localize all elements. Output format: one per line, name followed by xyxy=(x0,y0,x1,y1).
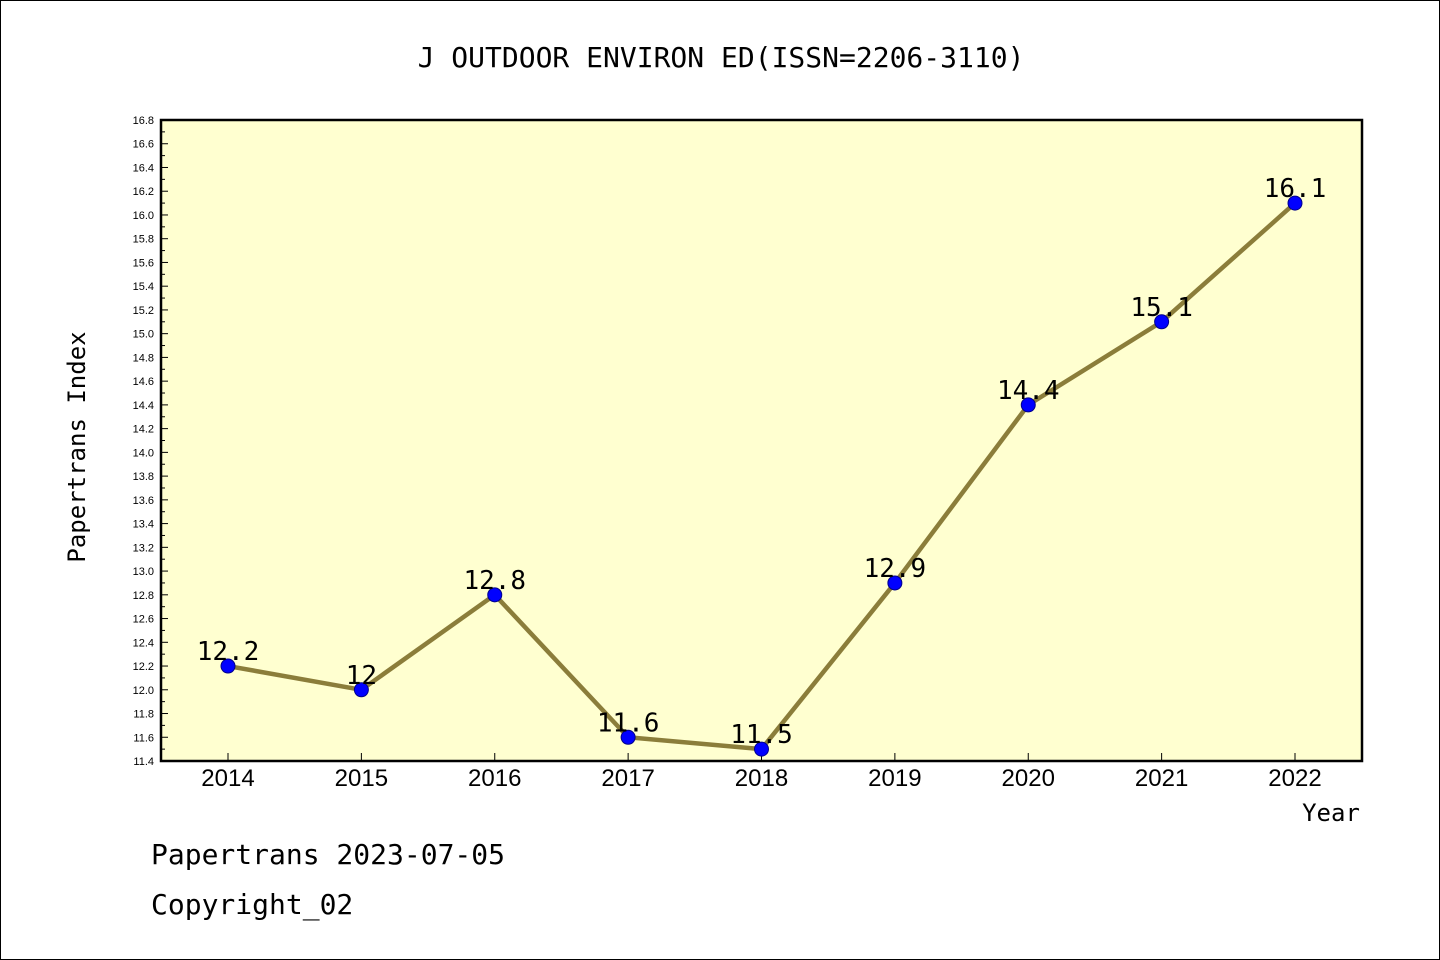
y-tick-label: 15.2 xyxy=(133,305,154,317)
data-point-label: 12.2 xyxy=(197,637,260,667)
x-tick-label: 2018 xyxy=(735,765,788,792)
y-tick-label: 13.0 xyxy=(133,566,154,578)
data-point-marker xyxy=(487,587,503,603)
y-tick-label: 12.0 xyxy=(133,685,154,697)
y-tick-label: 13.2 xyxy=(133,542,154,554)
x-tick-label: 2017 xyxy=(601,765,654,792)
y-tick-label: 12.2 xyxy=(133,661,154,673)
y-tick-label: 11.6 xyxy=(133,732,154,744)
y-tick-label: 16.8 xyxy=(133,115,154,127)
data-point-marker xyxy=(1154,314,1170,330)
y-tick-label: 15.6 xyxy=(133,257,154,269)
chart-title: J OUTDOOR ENVIRON ED(ISSN=2206-3110) xyxy=(418,41,1025,74)
y-tick-label: 11.8 xyxy=(133,709,154,721)
x-tick-label: 2016 xyxy=(468,765,521,792)
y-axis-label: Papertrans Index xyxy=(63,331,91,562)
y-tick-label: 15.4 xyxy=(133,281,154,293)
x-tick-label: 2014 xyxy=(201,765,254,792)
y-tick-label: 13.4 xyxy=(133,519,154,531)
y-tick-label: 16.4 xyxy=(133,162,154,174)
data-point-label: 11.6 xyxy=(597,708,660,738)
y-tick-label: 12.4 xyxy=(133,637,154,649)
data-point-label: 14.4 xyxy=(997,376,1060,406)
footer-copyright: Copyright_02 xyxy=(151,888,353,922)
data-point-label: 12.9 xyxy=(864,554,927,584)
data-point-label: 12 xyxy=(346,661,377,691)
data-points xyxy=(220,195,1303,757)
data-point-label: 15.1 xyxy=(1130,293,1193,323)
data-point-marker xyxy=(1287,195,1303,211)
data-point-label: 12.8 xyxy=(463,566,526,596)
y-tick-label: 13.6 xyxy=(133,495,154,507)
footer-date: Papertrans 2023-07-05 xyxy=(151,838,505,871)
y-tick-label: 16.6 xyxy=(133,139,154,151)
y-axis: 11.4 11.6 11.8 12.0 12.2 12.4 12.6 12.8 13.0 13.2… xyxy=(133,115,168,768)
y-tick-label: 14.8 xyxy=(133,352,154,364)
y-tick-label: 16.2 xyxy=(133,186,154,198)
x-axis: 2014 2015 2016 2017 2018 2019 2020 2021 2022 xyxy=(201,753,1322,792)
y-tick-label: 12.8 xyxy=(133,590,154,602)
data-point-label: 16.1 xyxy=(1264,174,1327,204)
data-point-label: 11.5 xyxy=(730,720,793,750)
x-tick-label: 2015 xyxy=(335,765,388,792)
y-tick-label: 12.6 xyxy=(133,614,154,626)
y-tick-label: 15.8 xyxy=(133,234,154,246)
y-tick-label: 11.4 xyxy=(133,756,154,768)
y-tick-label: 14.2 xyxy=(133,424,154,436)
x-tick-label: 2022 xyxy=(1268,765,1321,792)
y-tick-label: 14.4 xyxy=(133,400,154,412)
data-point-marker xyxy=(220,658,236,674)
data-point-marker xyxy=(620,729,636,745)
x-tick-label: 2019 xyxy=(868,765,921,792)
y-tick-label: 16.0 xyxy=(133,210,154,222)
y-tick-label: 14.6 xyxy=(133,376,154,388)
x-axis-label: Year xyxy=(1302,799,1360,827)
data-point-marker xyxy=(353,682,369,698)
data-labels: 12.2 12 12.8 11.6 11.5 12.9 14.4 15.1 16.1 xyxy=(197,174,1327,750)
plot-border xyxy=(159,118,1364,763)
plot-area xyxy=(161,120,1362,761)
data-point-marker xyxy=(887,575,903,591)
data-point-marker xyxy=(754,741,769,757)
x-tick-label: 2020 xyxy=(1002,765,1055,792)
y-tick-label: 15.0 xyxy=(133,329,154,341)
x-tick-label: 2021 xyxy=(1135,765,1188,792)
y-tick-label: 14.0 xyxy=(133,447,154,459)
data-point-marker xyxy=(1020,397,1036,413)
y-tick-label: 13.8 xyxy=(133,471,154,483)
